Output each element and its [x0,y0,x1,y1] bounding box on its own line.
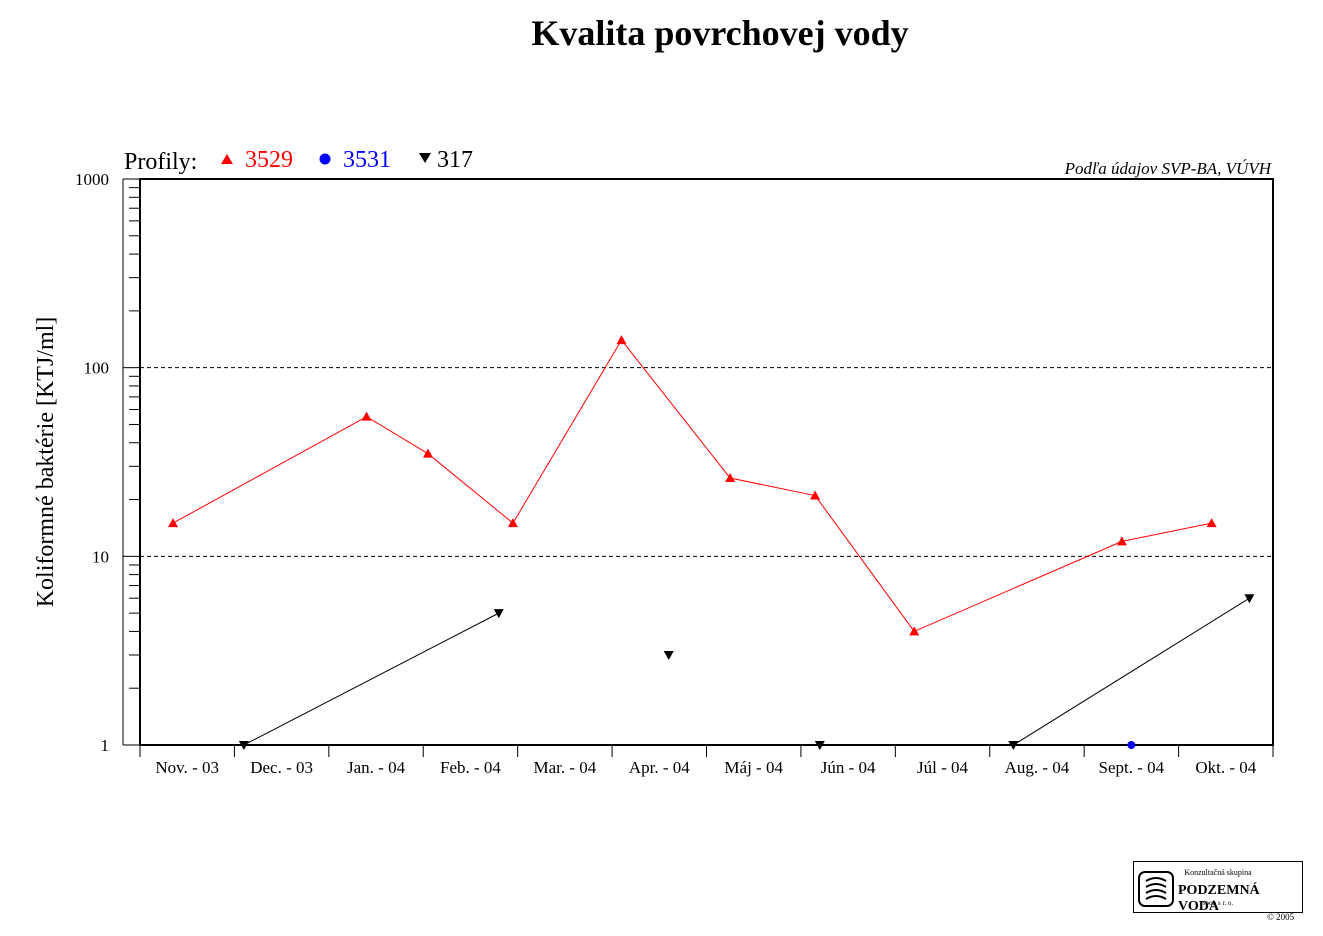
data-point-3529 [909,626,920,636]
legend-marker-3529 [221,154,233,164]
y-tick-label: 1 [101,736,110,755]
data-point-3529 [810,490,821,500]
legend-marker-3531 [319,153,331,165]
x-tick-label: Aug. - 04 [1005,758,1070,777]
data-point-3529 [168,518,179,528]
x-tick-label: Jún - 04 [821,758,876,777]
x-tick-label: Dec. - 03 [250,758,313,777]
axis-layer: 1 10 100 1000 Nov. - 03 Dec. - 03 Jan. - 04 Feb… [75,170,1274,777]
series-3531 [1127,741,1136,749]
x-tick-label: Nov. - 03 [155,758,219,777]
legend-label-3531: 3531 [343,147,391,173]
data-point-3529 [422,448,433,458]
data-point-317 [493,609,504,619]
chart-title: Kvalita povrchovej vody [531,13,909,53]
x-tick-label: Júl - 04 [917,758,969,777]
legend-label-317: 317 [437,147,473,173]
legend-marker-317 [419,153,431,163]
plot-frame [139,178,1274,746]
x-tick-label: Máj - 04 [724,758,783,777]
copyright-text: © 2005 [1267,912,1295,922]
y-tick-label: 1000 [75,170,109,189]
data-point-317 [1008,741,1019,750]
legend: Profily: 3529 3531 317 [124,147,473,175]
data-point-3529 [1206,518,1217,528]
series-line-317 [243,612,500,746]
data-point-3529 [1116,536,1127,546]
x-tick-label: Apr. - 04 [629,758,690,777]
y-axis-label: Koliformné baktérie [KTJ/ml] [33,317,59,608]
data-point-317 [814,741,825,750]
data-point-3529 [725,473,736,483]
series-layer [168,335,1255,750]
series-3529 [168,335,1217,636]
x-tick-label: Feb. - 04 [440,758,501,777]
data-point-3531 [1127,741,1136,749]
legend-label-3529: 3529 [245,147,293,173]
x-tick-label: Jan. - 04 [347,758,406,777]
x-tick-label: Sept. - 04 [1099,758,1165,777]
data-point-317 [663,650,674,660]
data-point-3529 [361,411,372,421]
logo-top-text: Konzultačná skupina [1184,868,1252,877]
series-line-3529 [172,339,1212,633]
logo-company-name: PODZEMNÁ VODA [1178,883,1260,914]
x-tick-label: Mar. - 04 [533,758,596,777]
y-tick-label: 100 [84,359,110,378]
legend-prefix: Profily: [124,149,197,175]
data-point-3529 [507,518,518,528]
series-line-317 [1013,597,1250,746]
data-point-317 [238,741,249,750]
company-logo: Konzultačná skupina PODZEMNÁ VODA spol. … [1133,861,1303,914]
grid-layer [140,367,1273,557]
y-tick-label: 10 [92,547,109,566]
logo-emblem-icon [1138,871,1174,907]
x-tick-label: Okt. - 04 [1195,758,1256,777]
source-note: Podľa údajov SVP-BA, VÚVH [1064,159,1273,178]
logo-bottom-text: spol. s r. o. [1202,899,1234,907]
data-point-317 [1244,594,1255,604]
series-317 [238,594,1255,750]
data-point-3529 [616,335,627,345]
